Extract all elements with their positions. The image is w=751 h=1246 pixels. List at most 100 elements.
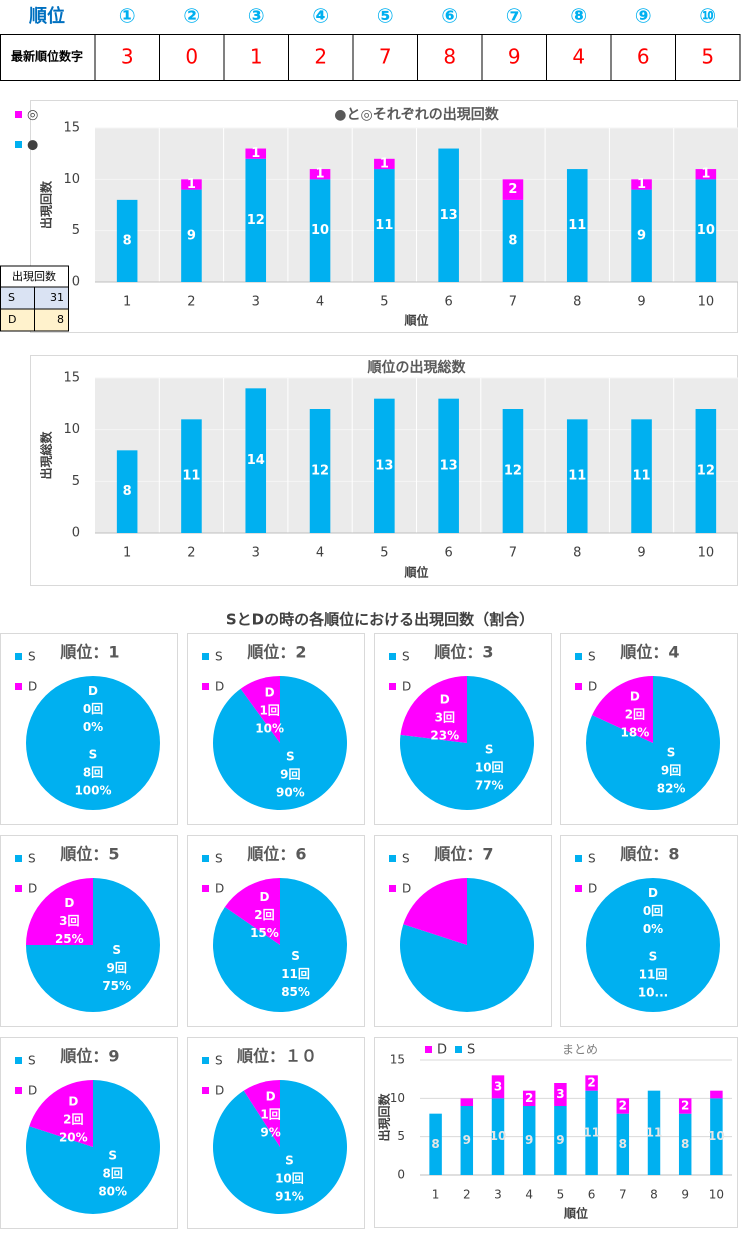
bar [554, 1083, 567, 1106]
x-tick-label: 4 [525, 1188, 533, 1202]
y-tick-label: 0 [72, 275, 80, 290]
value-cell [288, 34, 354, 81]
pie-label-count: 10回 [275, 1172, 304, 1186]
x-axis-label: 順位 [403, 313, 428, 328]
pie-label-name: S [649, 950, 658, 964]
pie-label-name: S [291, 949, 300, 963]
bar [616, 1098, 630, 1114]
pie-title: 順位：2 [246, 643, 306, 662]
bar [502, 199, 524, 282]
x-tick-label: 4 [316, 295, 324, 310]
x-tick-label: 7 [509, 546, 517, 561]
pie-title: 順位：8 [619, 845, 679, 864]
data-label: 1 [251, 146, 260, 161]
pie-label-percent: 0% [83, 720, 103, 734]
pie-label-percent: 25% [55, 932, 84, 946]
column-label: ② [183, 4, 200, 28]
pie-label-count: 8回 [103, 1167, 123, 1181]
data-label: 11 [375, 218, 393, 233]
legend-swatch [575, 653, 582, 660]
pie-slice [243, 1080, 280, 1147]
data-label: 9 [463, 1133, 471, 1147]
pie-slice [240, 676, 280, 743]
x-tick-label: 8 [650, 1188, 658, 1202]
data-label: 13 [375, 458, 393, 473]
pie-slice [29, 1079, 93, 1147]
legend-label: S [588, 650, 596, 664]
pie-title: 順位：１０ [236, 1047, 317, 1066]
y-tick-label: 5 [72, 474, 80, 489]
legend-swatch [15, 1057, 22, 1064]
bar [710, 1098, 723, 1175]
pie-label-percent: 90% [276, 785, 305, 799]
y-tick-label: 5 [72, 223, 80, 238]
data-label: 8 [123, 484, 132, 499]
pie-label-percent: 85% [281, 985, 310, 999]
data-label: 9 [525, 1133, 533, 1147]
x-tick-label: 10 [698, 546, 715, 561]
pie-label-count: 9回 [661, 764, 681, 778]
data-label: 1 [637, 177, 646, 192]
pie-label-count: 1回 [259, 704, 279, 718]
pie-label-name: D [266, 1089, 276, 1103]
value-cell [94, 34, 160, 81]
legend-swatch [15, 1087, 22, 1094]
column-label: ⑥ [441, 4, 458, 28]
data-label: 2 [681, 1099, 689, 1113]
data-label: 1 [380, 156, 389, 171]
value-cell-text: 2 [314, 45, 327, 69]
x-tick-label: 2 [187, 546, 195, 561]
value-cell-text: 8 [443, 45, 456, 69]
pie-slice [592, 676, 653, 743]
bar [438, 148, 459, 282]
bar [502, 179, 524, 200]
pie-label-name: D [259, 890, 269, 904]
pie-label-percent: 23% [430, 728, 459, 742]
legend-swatch [15, 111, 22, 118]
bar [554, 1106, 567, 1175]
pie-label-name: D [648, 886, 658, 900]
bar [491, 1098, 505, 1175]
pie-label-name: S [286, 749, 295, 763]
x-tick-label: 9 [637, 295, 645, 310]
bar [695, 169, 717, 180]
bar [460, 1106, 474, 1175]
x-tick-label: 2 [463, 1188, 471, 1202]
column-label: ④ [312, 4, 329, 28]
data-label: 12 [697, 464, 715, 479]
pie-slice [212, 676, 347, 810]
data-label: 9 [637, 228, 646, 243]
pie-label-name: D [630, 689, 640, 703]
y-tick-label: 10 [63, 422, 80, 437]
pie-label-percent: 10... [638, 986, 668, 1000]
pie-label-percent: 0% [643, 922, 663, 936]
bar [647, 1090, 661, 1175]
bar [116, 450, 138, 533]
value-cell [546, 34, 612, 81]
legend-label: ◎ [27, 108, 38, 123]
legend-swatch [202, 1057, 209, 1064]
x-tick-label: 1 [432, 1188, 440, 1202]
legend-label: D [28, 680, 37, 694]
x-tick-label: 2 [187, 295, 195, 310]
chart-title: 順位の出現総数 [368, 359, 467, 376]
pie-label-count: 9回 [280, 767, 300, 781]
pie-label-name: S [667, 746, 676, 760]
bar [309, 169, 331, 180]
bar [566, 419, 588, 533]
data-label: 11 [568, 469, 586, 484]
bar [695, 179, 717, 282]
legend-label: D [215, 882, 224, 896]
legend-swatch [15, 653, 22, 660]
table-value: 31 [50, 291, 64, 304]
bar [616, 1113, 630, 1175]
pie-label-count: 8回 [83, 766, 103, 780]
pie-label-name: S [485, 743, 494, 757]
data-label: 11 [633, 469, 651, 484]
y-tick-label: 15 [63, 121, 80, 136]
data-label: 1 [463, 1083, 471, 1097]
data-label: 8 [681, 1137, 689, 1151]
x-tick-label: 9 [681, 1188, 689, 1202]
y-tick-label: 15 [63, 371, 80, 386]
